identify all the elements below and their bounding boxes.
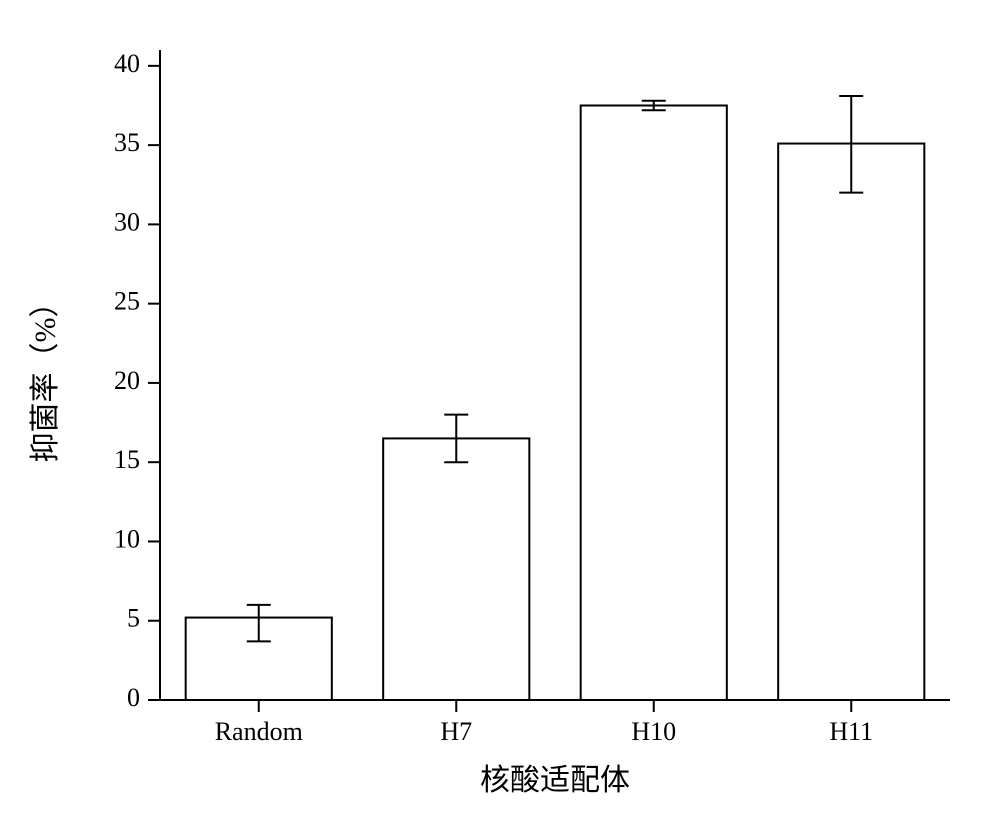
bar (778, 144, 924, 700)
bar-chart: 0 5 10 15 20 25 30 35 40 Random H7 H10 H11 抑菌率（%） 核酸适配… (0, 0, 1000, 840)
y-tick-label: 0 (127, 683, 140, 712)
y-tick-label: 10 (114, 524, 140, 553)
bar (383, 438, 529, 700)
y-tick-label: 25 (114, 287, 140, 316)
x-axis-label: 核酸适配体 (480, 764, 630, 797)
x-category-label: Random (215, 717, 303, 746)
y-tick-label: 20 (114, 366, 140, 395)
y-axis-label: 抑菌率（%） (29, 288, 62, 463)
y-tick-label: 5 (127, 604, 140, 633)
y-tick-label: 30 (114, 207, 140, 236)
y-tick-label: 40 (114, 49, 140, 78)
y-tick-label: 35 (114, 128, 140, 157)
x-category-label: H11 (829, 717, 873, 746)
x-category-label: H7 (440, 717, 472, 746)
y-tick-label: 15 (114, 445, 140, 474)
bar (581, 105, 727, 700)
x-category-label: H10 (631, 717, 676, 746)
chart-svg: 0 5 10 15 20 25 30 35 40 Random H7 H10 H11 抑菌率（%） 核酸适配… (0, 0, 1000, 840)
